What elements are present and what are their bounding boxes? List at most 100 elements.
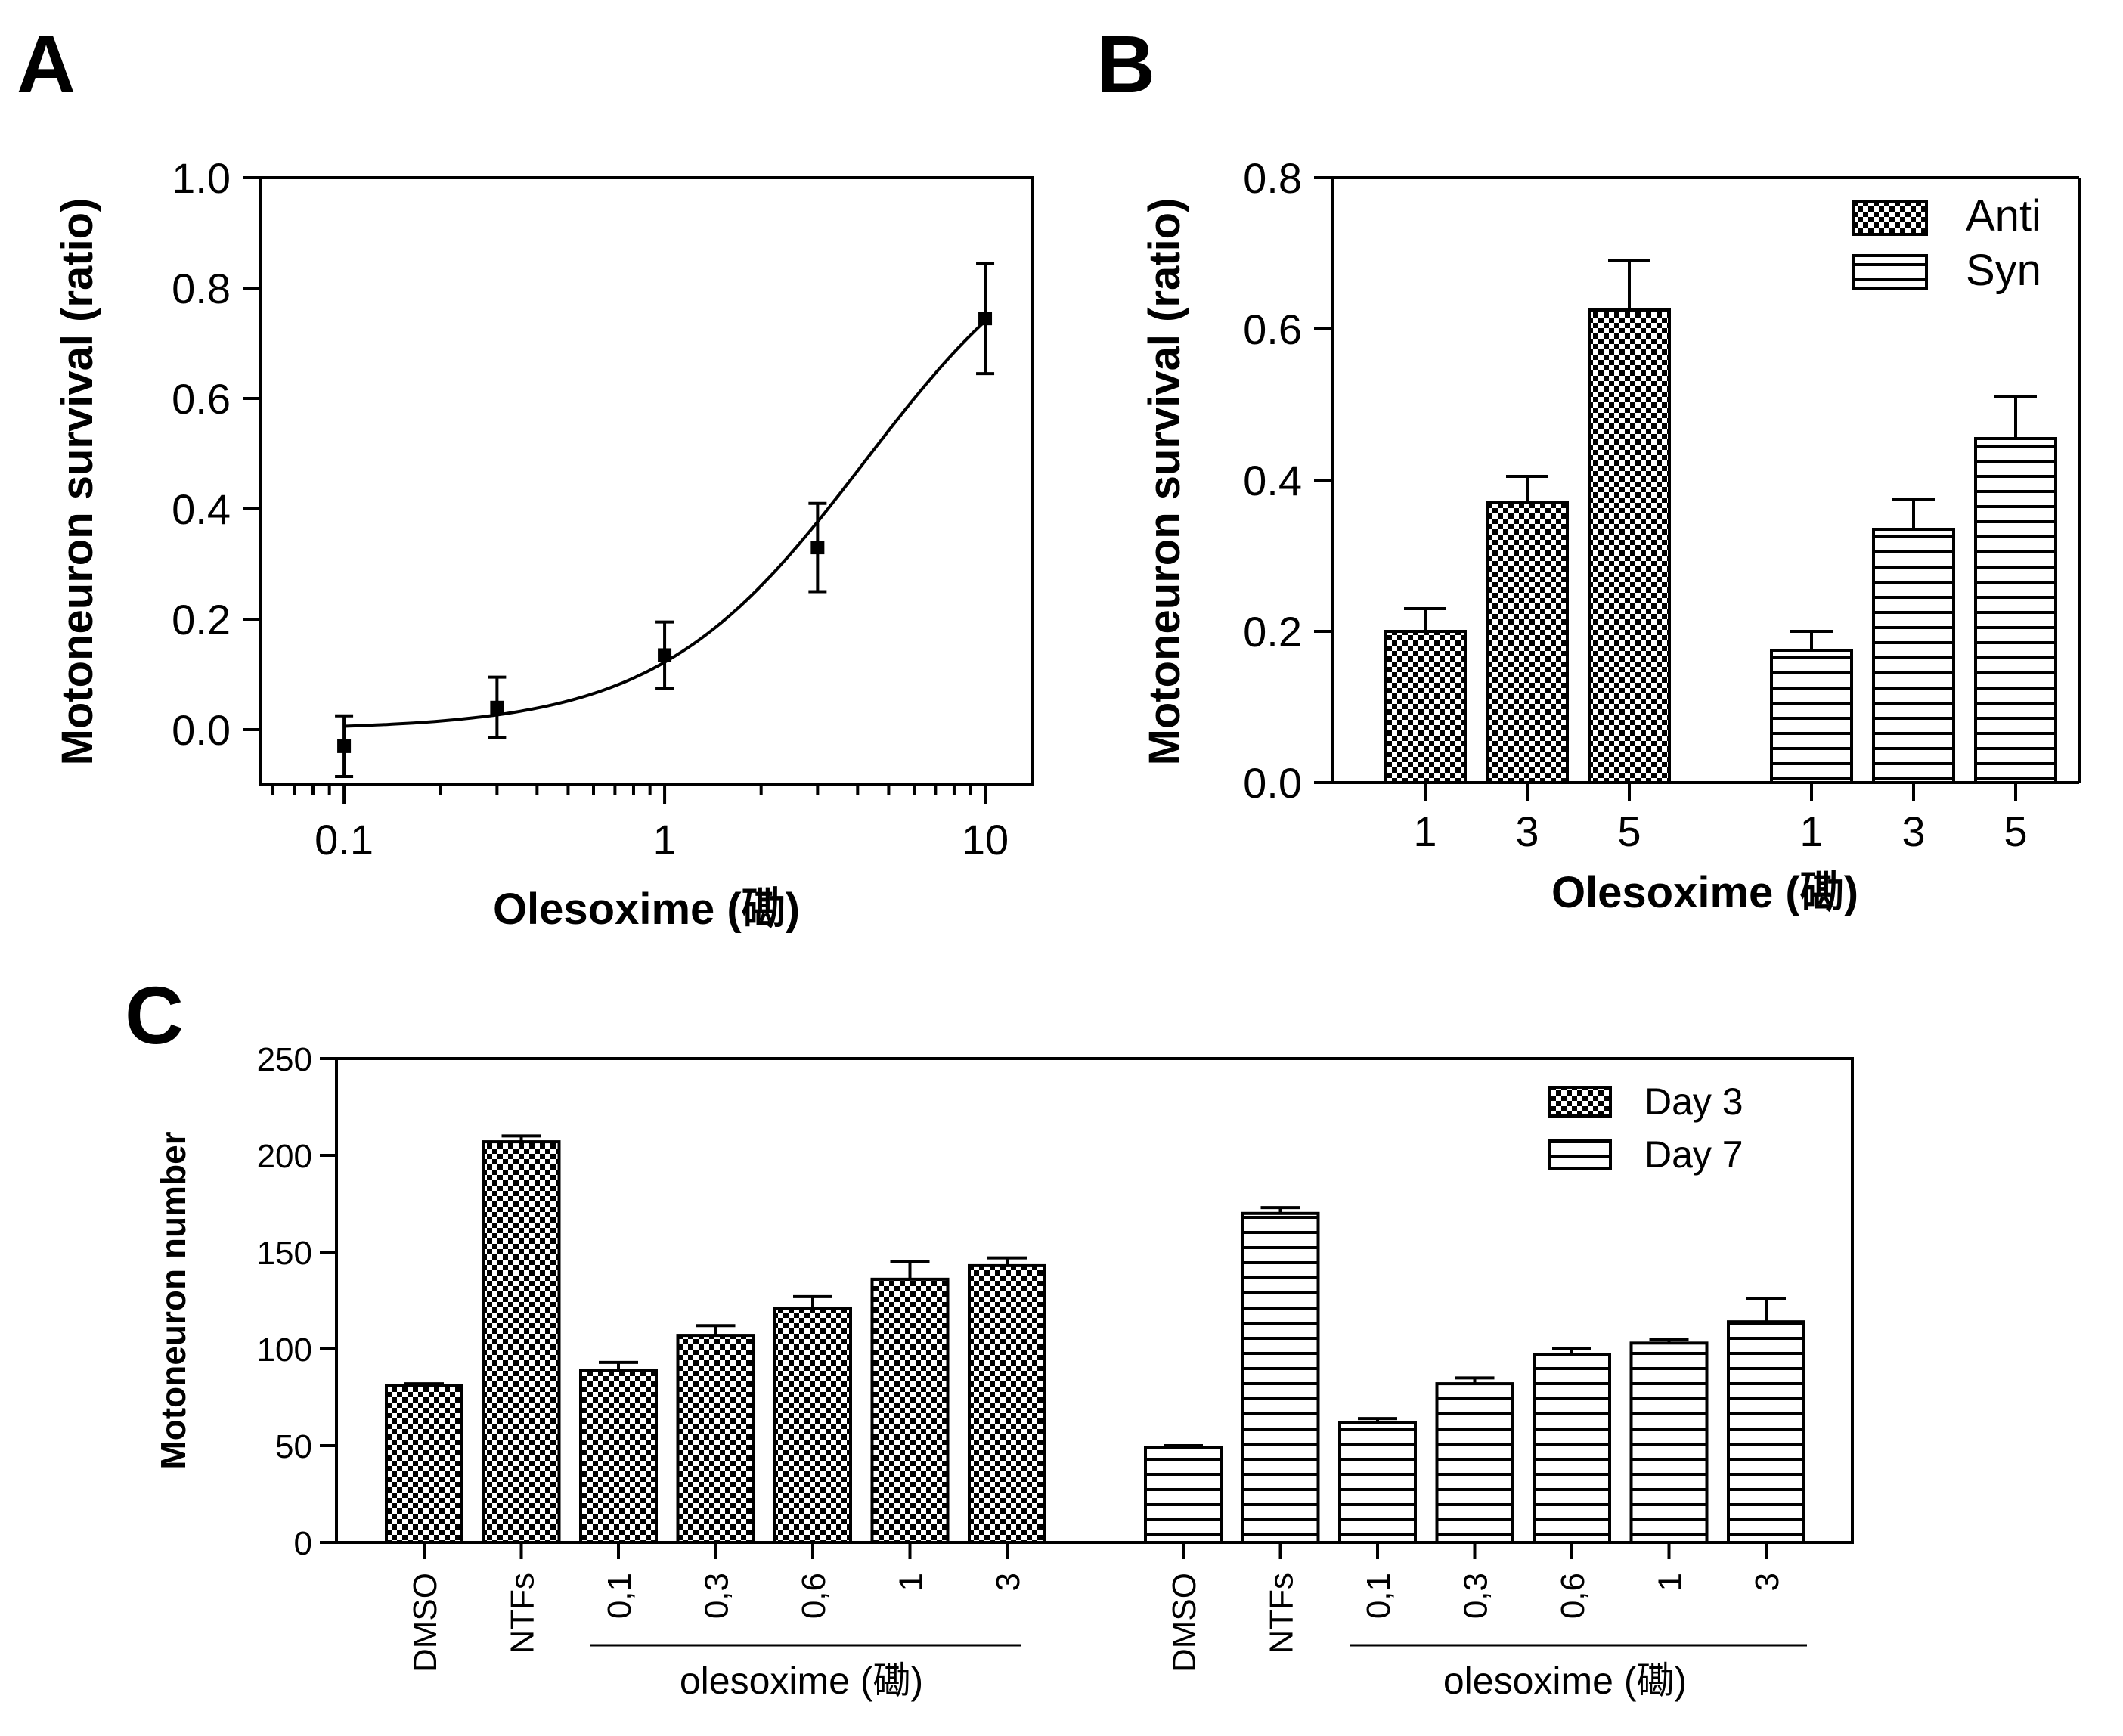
panel-b-x-tick-label: 1 xyxy=(1413,808,1437,855)
panel-a-y-tick-label: 0.4 xyxy=(172,485,231,533)
panel-c-x-tick-label: 0,1 xyxy=(601,1573,638,1619)
panel-c-bar xyxy=(1241,1211,1320,1545)
panel-c-bar xyxy=(1727,1320,1805,1545)
panel-c-frame xyxy=(335,1057,1854,1544)
panel-a-data-point xyxy=(810,541,825,555)
panel-a-y-tick-label: 0.0 xyxy=(172,706,231,754)
panel-c-x-tick-label: 3 xyxy=(990,1573,1027,1591)
panel-c-x-tick-label: 0,6 xyxy=(795,1573,832,1619)
panel-b-letter: B xyxy=(1096,18,1155,110)
panel-b-y-tick-label: 0.6 xyxy=(1243,305,1302,353)
panel-c: 0 50 100 150 200 250 DMSO NTFs 0,1 0,3 0,6 1 3 DMSO N… xyxy=(153,1041,1854,1702)
panel-c-y-tick-label: 0 xyxy=(294,1525,312,1562)
panel-c-bar xyxy=(579,1369,658,1545)
panel-a-data-point xyxy=(978,312,993,326)
panel-c-bar xyxy=(482,1140,561,1544)
panel-c-bar xyxy=(1144,1446,1223,1545)
panel-a-y-tick-label: 0.6 xyxy=(172,375,231,423)
legend-swatch-anti xyxy=(1852,200,1928,236)
legend-label-anti: Anti xyxy=(1966,191,2041,240)
panel-c-letter: C xyxy=(125,969,184,1061)
panel-b-bar xyxy=(1486,501,1569,784)
panel-a-y-tick-label: 0.2 xyxy=(172,596,231,643)
panel-c-x-tick-label: NTFs xyxy=(504,1573,541,1654)
panel-c-bar xyxy=(1533,1353,1611,1545)
legend-label-syn: Syn xyxy=(1966,246,2041,295)
panel-a-x-tick-label: 10 xyxy=(962,816,1009,863)
panel-c-y-tick-label: 50 xyxy=(275,1428,312,1465)
panel-a-points xyxy=(335,262,995,779)
panel-c-x-tick-label: 0,3 xyxy=(1458,1573,1495,1619)
panel-b-bar xyxy=(1974,437,2057,784)
panel-a-data-point xyxy=(337,739,352,753)
panel-c-x-tick-label: 0,3 xyxy=(699,1573,736,1619)
panel-b: 0.0 0.2 0.4 0.6 0.8 1 3 5 1 3 5 Anti Syn Motoneur… xyxy=(1140,154,2081,917)
panel-b-x-label: Olesoxime (磡) xyxy=(1551,868,1858,917)
panel-c-y-tick-label: 250 xyxy=(257,1041,312,1078)
panel-c-x-tick-label: 0,1 xyxy=(1360,1573,1397,1619)
panel-c-x-tick-label: DMSO xyxy=(407,1573,444,1672)
panel-b-y-tick-label: 0.2 xyxy=(1243,608,1302,656)
panel-c-bar xyxy=(870,1277,950,1544)
panel-c-x-tick-label: 1 xyxy=(1652,1573,1689,1591)
panel-b-y-tick-label: 0.4 xyxy=(1243,457,1302,504)
panel-b-bars xyxy=(1384,259,2057,784)
panel-c-y-tick-label: 200 xyxy=(257,1138,312,1175)
panel-b-x-tick-label: 3 xyxy=(1515,808,1539,855)
panel-b-x-tick-label: 1 xyxy=(1799,808,1823,855)
panel-b-y-tick-label: 0.8 xyxy=(1243,154,1302,202)
panel-c-y-axis: 0 50 100 150 200 250 xyxy=(257,1041,336,1562)
legend-label-day7: Day 7 xyxy=(1644,1133,1743,1176)
panel-b-x-tick-label: 5 xyxy=(2004,808,2027,855)
panel-a-y-label: Motoneuron survival (ratio) xyxy=(53,198,102,766)
panel-c-bar xyxy=(773,1307,852,1544)
panel-b-bar xyxy=(1384,630,1467,784)
panel-b-bar xyxy=(1770,649,1853,784)
panel-c-y-tick-label: 150 xyxy=(257,1235,312,1272)
panel-a: 0.0 0.2 0.4 0.6 0.8 1.0 0.1 1 10 Motoneuron sur… xyxy=(53,154,1034,934)
panel-c-y-label: Motoneuron number xyxy=(153,1131,193,1469)
panel-a-x-tick-label: 1 xyxy=(652,816,676,863)
panel-a-y-axis: 0.0 0.2 0.4 0.6 0.8 1.0 xyxy=(172,154,261,754)
panel-a-x-label: Olesoxime (磡) xyxy=(493,885,800,934)
panel-b-x-tick-label: 3 xyxy=(1901,808,1925,855)
panel-a-x-tick-label: 0.1 xyxy=(315,816,373,863)
panel-c-x-tick-label: 0,6 xyxy=(1554,1573,1591,1619)
panel-c-x-tick-label: 1 xyxy=(893,1573,930,1591)
panel-a-y-tick-label: 1.0 xyxy=(172,154,231,202)
panel-a-data-point xyxy=(490,700,504,715)
panel-c-bars xyxy=(385,1134,1805,1545)
panel-b-bar xyxy=(1588,308,1671,784)
panel-c-bar xyxy=(968,1263,1046,1545)
legend-swatch-day3 xyxy=(1548,1086,1612,1118)
group-label-day3: olesoxime (磡) xyxy=(680,1660,923,1702)
panel-c-legend: Day 3 Day 7 xyxy=(1548,1080,1743,1176)
panel-a-x-axis: 0.1 1 10 xyxy=(271,785,1009,863)
panel-a-y-tick-label: 0.8 xyxy=(172,265,231,312)
panel-a-frame xyxy=(259,176,1034,786)
legend-label-day3: Day 3 xyxy=(1644,1080,1743,1123)
panel-c-x-axis: DMSO NTFs 0,1 0,3 0,6 1 3 DMSO NTFs 0,1 0,3 0,6 1 3 xyxy=(407,1542,1786,1672)
panel-c-x-tick-label: 3 xyxy=(1749,1573,1786,1591)
panel-c-y-tick-label: 100 xyxy=(257,1331,312,1369)
panel-b-y-axis: 0.0 0.2 0.4 0.6 0.8 xyxy=(1243,154,1332,807)
legend-swatch-day7 xyxy=(1548,1139,1612,1170)
panel-b-y-label: Motoneuron survival (ratio) xyxy=(1140,198,1189,766)
panel-c-bar xyxy=(1338,1421,1417,1545)
panel-c-bar xyxy=(1629,1341,1709,1544)
panel-b-y-tick-label: 0.0 xyxy=(1243,759,1302,807)
panel-a-data-point xyxy=(658,648,672,662)
panel-a-letter: A xyxy=(17,18,76,110)
panel-b-x-axis: 1 3 5 1 3 5 xyxy=(1413,783,2028,855)
panel-b-bar xyxy=(1872,528,1955,784)
panel-b-x-tick-label: 5 xyxy=(1617,808,1641,855)
panel-c-bar xyxy=(385,1384,463,1545)
panel-c-bar xyxy=(1435,1382,1514,1544)
panel-c-x-tick-label: DMSO xyxy=(1166,1573,1203,1672)
panel-c-x-tick-label: NTFs xyxy=(1263,1573,1300,1654)
group-label-day7: olesoxime (磡) xyxy=(1443,1660,1687,1702)
panel-c-bar xyxy=(676,1334,755,1544)
legend-swatch-syn xyxy=(1852,254,1928,290)
